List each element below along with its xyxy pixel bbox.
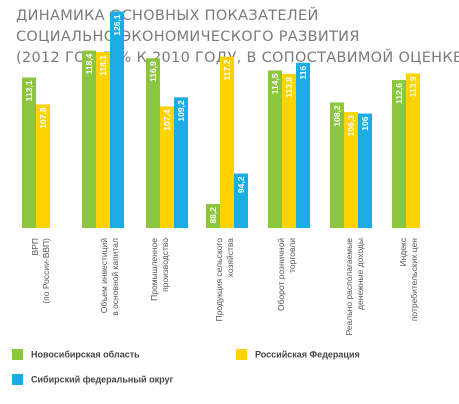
legend-swatch-nso [12, 349, 23, 361]
bar-rf-2 [160, 106, 174, 228]
legend-label-sfo: Сибирский федеральный округ [31, 374, 174, 385]
category-label-6-0: Индекс [398, 237, 408, 266]
category-label-2-0: Промышленное [149, 238, 159, 301]
category-label-6-1: потребительских цен [409, 238, 419, 321]
title-line-1: Динамика основных показателей [16, 8, 319, 24]
bar-rf-6 [406, 73, 420, 228]
bar-nso-2 [146, 58, 160, 229]
bar-nso-5 [330, 102, 344, 228]
legend-item-nso: Новосибирская область [12, 349, 140, 361]
data-label-sfo-3: 94,2 [236, 176, 246, 193]
legend-item-sfo: Сибирский федеральный округ [12, 374, 174, 386]
data-label-nso-4: 114,5 [270, 73, 280, 94]
bar-nso-0 [22, 77, 36, 229]
category-label-3-1: хозяйства [225, 238, 235, 278]
data-label-rf-2: 107,4 [162, 109, 172, 131]
bar-nso-6 [392, 80, 406, 228]
legend-label-nso: Новосибирская область [31, 349, 140, 360]
category-label-4-0: Оборот розничной [276, 238, 286, 311]
data-label-sfo-2: 109,2 [176, 100, 186, 122]
category-label-3-0: Продукция сельского [214, 238, 224, 322]
legend-swatch-rf [236, 349, 247, 361]
bar-nso-3 [206, 204, 220, 228]
data-label-nso-0: 113,1 [24, 80, 34, 101]
category-label-4-1: торговли [287, 238, 297, 273]
data-label-nso-2: 116,9 [148, 61, 158, 82]
category-label-1-1: в основной капитал [110, 238, 120, 316]
category-label-5-0: Реально располагаемые [344, 238, 354, 336]
data-label-rf-1: 118,1 [98, 55, 108, 76]
data-label-sfo-4: 116 [298, 66, 308, 80]
data-label-rf-4: 113,8 [284, 77, 294, 98]
bar-nso-1 [82, 50, 96, 228]
category-label-2-1: производство [160, 238, 170, 292]
category-label-0-1: (по России-ВВП) [41, 238, 51, 304]
bar-nso-4 [268, 70, 282, 228]
data-label-nso-3: 88,2 [208, 207, 218, 224]
bar-rf-3 [220, 56, 234, 229]
data-label-rf-6: 113,9 [408, 76, 418, 97]
bar-rf-4 [282, 73, 296, 229]
title-line-3: (2012 год в % к 2010 году, в сопоставимо… [16, 50, 459, 66]
legend-item-rf: Российская Федерация [236, 349, 360, 361]
bar-rf-5 [344, 112, 358, 228]
category-label-0-0: ВРП [30, 238, 40, 255]
bar-rf-0 [36, 104, 50, 228]
legend-label-rf: Российская Федерация [255, 349, 360, 360]
bar-sfo-5 [358, 113, 372, 228]
data-label-rf-5: 106,3 [346, 115, 356, 137]
data-label-sfo-5: 106 [360, 116, 370, 130]
data-label-sfo-1: 126,1 [112, 14, 122, 36]
chart-title: Динамика основных показателей социально-… [16, 6, 459, 69]
title-line-2: социально-экономического развития [16, 29, 360, 45]
data-label-rf-0: 107,8 [38, 107, 48, 129]
category-label-5-1: денежные доходы [355, 238, 365, 310]
bar-rf-1 [96, 52, 110, 228]
data-label-nso-1: 118,4 [84, 53, 94, 74]
legend-swatch-sfo [12, 374, 23, 386]
bar-sfo-1 [110, 11, 124, 228]
category-label-1-0: Объем инвестиций [99, 238, 109, 314]
bar-sfo-4 [296, 62, 310, 228]
bar-sfo-3 [234, 173, 248, 228]
data-label-nso-6: 112,6 [394, 83, 404, 104]
data-label-nso-5: 108,2 [332, 105, 342, 127]
data-label-rf-3: 117,2 [222, 59, 232, 80]
bar-sfo-2 [174, 97, 188, 228]
